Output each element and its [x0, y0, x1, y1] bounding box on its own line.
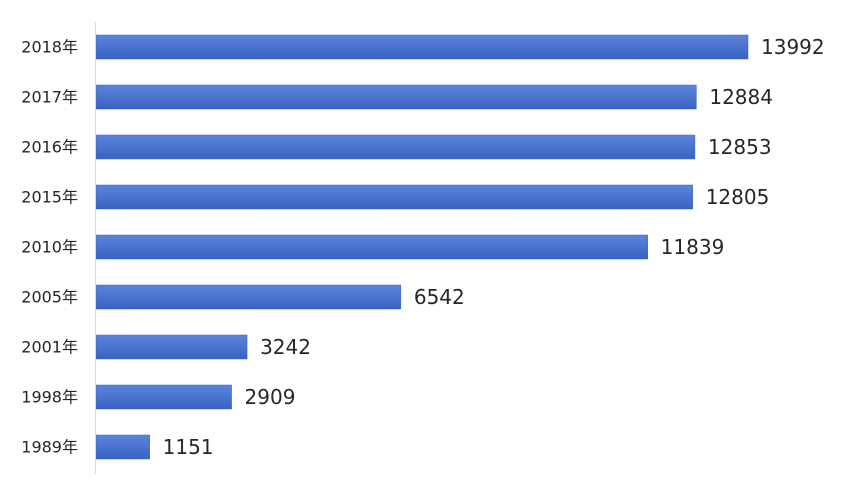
bars-layer: 2018年 13992 2017年 12884 2016年 12853 2015年 12805… — [21, 34, 825, 460]
bar — [95, 284, 402, 310]
bar — [95, 384, 232, 410]
value-label: 1151 — [163, 435, 214, 459]
value-label: 6542 — [414, 285, 465, 309]
category-label: 2005年 — [21, 288, 78, 307]
value-label: 3242 — [260, 335, 311, 359]
category-label: 1989年 — [21, 438, 78, 457]
value-label: 12805 — [706, 185, 770, 209]
bar — [95, 134, 696, 160]
value-label: 2909 — [245, 385, 296, 409]
category-label: 2010年 — [21, 238, 78, 257]
category-label: 2017年 — [21, 88, 78, 107]
bar — [95, 334, 248, 360]
category-label: 1998年 — [21, 388, 78, 407]
value-label: 12853 — [708, 135, 772, 159]
bar — [95, 434, 150, 460]
category-label: 2016年 — [21, 138, 78, 157]
bar — [95, 34, 749, 60]
category-label: 2015年 — [21, 188, 78, 207]
bar — [95, 84, 697, 110]
category-label: 2001年 — [21, 338, 78, 357]
value-label: 12884 — [709, 85, 773, 109]
category-label: 2018年 — [21, 38, 78, 57]
bar — [95, 184, 693, 210]
bar — [95, 234, 648, 260]
value-label: 11839 — [661, 235, 725, 259]
value-label: 13992 — [761, 35, 825, 59]
